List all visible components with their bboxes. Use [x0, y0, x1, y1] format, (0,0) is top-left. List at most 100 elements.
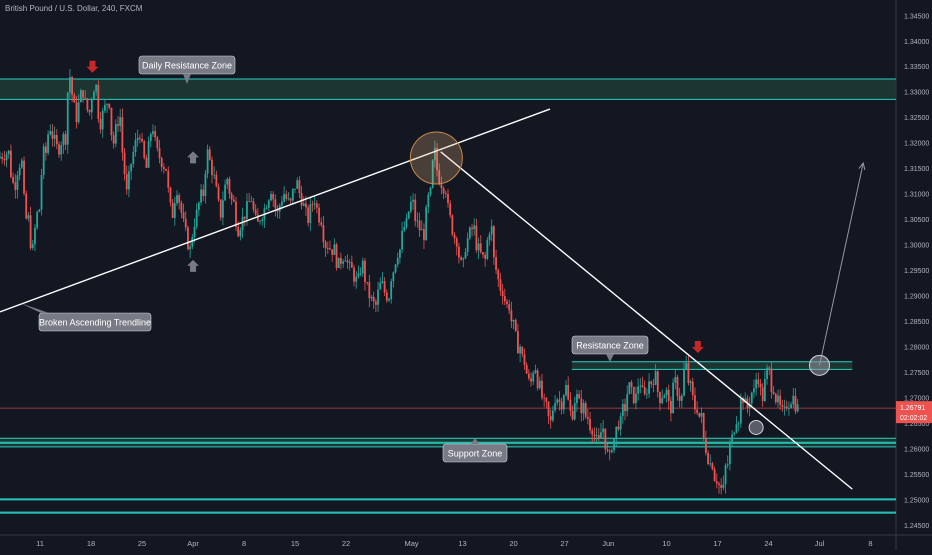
candle	[794, 388, 797, 415]
candle	[576, 389, 578, 412]
candle	[444, 190, 447, 198]
y-tick-label: 1.29500	[904, 268, 929, 275]
candle	[466, 232, 469, 256]
candle-body	[208, 149, 211, 160]
candle	[687, 355, 690, 386]
candle	[86, 97, 89, 113]
candle	[38, 208, 41, 213]
candle	[733, 431, 736, 437]
candle	[788, 401, 790, 416]
candle	[69, 69, 71, 98]
candle	[663, 393, 666, 399]
candle-body	[147, 141, 150, 168]
candle-body	[608, 450, 611, 452]
candle-body	[189, 246, 192, 250]
candle	[117, 115, 119, 132]
candle-body	[635, 393, 637, 404]
candle	[31, 239, 34, 251]
candle	[665, 387, 668, 403]
candle	[101, 107, 104, 138]
candle-body	[158, 148, 161, 159]
candle	[521, 346, 524, 358]
candle-body	[82, 90, 84, 98]
candle-body	[272, 194, 275, 200]
candle-body	[611, 450, 613, 452]
y-tick-label: 1.34000	[904, 39, 929, 46]
candle	[774, 392, 777, 405]
candle-body	[119, 117, 122, 126]
candle-body	[237, 226, 240, 237]
candle	[335, 242, 338, 271]
candle	[532, 370, 535, 385]
candle-body	[130, 163, 133, 172]
candle	[593, 427, 596, 442]
candle-body	[370, 296, 373, 299]
candle	[777, 389, 779, 408]
candle-body	[442, 188, 445, 194]
candle	[252, 198, 255, 213]
candle-body	[5, 154, 8, 161]
candle-body	[55, 134, 58, 145]
candle	[156, 135, 159, 152]
candle	[331, 249, 334, 262]
candle	[326, 241, 329, 255]
candle-body	[291, 188, 294, 201]
candle-body	[707, 452, 709, 464]
candle	[680, 393, 683, 408]
candle-body	[163, 167, 165, 169]
candle-body	[300, 193, 303, 206]
support-upper-fill	[0, 438, 896, 443]
candle-body	[691, 381, 694, 396]
last-price-text: 1.26791	[900, 405, 925, 412]
candle	[525, 362, 528, 375]
candle-body	[243, 216, 246, 219]
candle-body	[418, 220, 421, 231]
candle-body	[20, 160, 23, 168]
candle	[718, 481, 720, 494]
down-arrow-icon	[691, 341, 704, 354]
candle	[119, 108, 122, 133]
x-tick-label: 15	[291, 539, 299, 548]
candle-body	[713, 469, 716, 482]
candle	[495, 249, 497, 274]
candle-body	[403, 227, 406, 231]
candle-body	[645, 393, 648, 395]
candle	[427, 192, 430, 214]
candle	[586, 408, 589, 425]
y-tick-label: 1.34500	[904, 13, 929, 20]
candle	[274, 194, 277, 217]
candle	[700, 407, 703, 424]
candle-body	[606, 449, 609, 451]
candle	[484, 251, 487, 267]
candle	[694, 387, 696, 415]
candle	[551, 405, 554, 423]
candle	[318, 203, 320, 226]
candle	[130, 163, 133, 181]
candle	[440, 176, 443, 195]
candle-body	[720, 485, 723, 488]
candle	[114, 119, 117, 148]
candle	[643, 380, 646, 396]
candle-body	[573, 403, 576, 420]
candle	[497, 268, 500, 287]
candle	[75, 95, 78, 129]
candle-body	[597, 435, 600, 439]
candle-body	[248, 201, 251, 203]
candle-body	[149, 134, 152, 142]
support-callout: Support Zone	[442, 438, 508, 463]
candle	[62, 131, 65, 154]
candle-body	[591, 430, 594, 435]
candle-body	[777, 395, 779, 403]
candle	[25, 190, 28, 220]
candle-body	[632, 386, 635, 404]
candle-body	[241, 216, 244, 231]
x-tick-label: 11	[36, 539, 44, 548]
candle	[226, 177, 229, 190]
candle	[514, 318, 517, 333]
candle-body	[396, 257, 399, 265]
candle-body	[219, 199, 222, 218]
candle-body	[650, 381, 653, 385]
candle-body	[790, 404, 793, 409]
